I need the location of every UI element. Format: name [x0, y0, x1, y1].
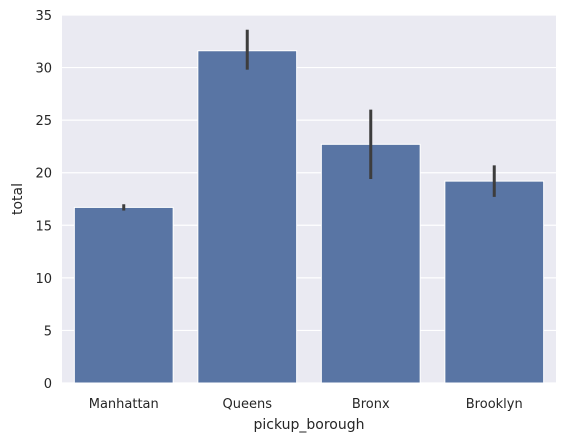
- x-tick-label: Brooklyn: [466, 397, 523, 412]
- bar-brooklyn: [444, 180, 545, 384]
- bars: [73, 50, 545, 384]
- x-tick-label: Bronx: [352, 397, 390, 412]
- bar-queens: [197, 50, 298, 384]
- y-tick-label: 25: [35, 114, 52, 129]
- bar-bronx: [320, 143, 421, 384]
- y-tick-label: 5: [44, 324, 52, 339]
- y-axis-ticks: 0 5 10 15 20 25 30 35: [35, 9, 52, 392]
- x-tick-label: Queens: [223, 397, 273, 412]
- x-axis-ticks: Manhattan Queens Bronx Brooklyn: [89, 397, 523, 412]
- error-bars: [122, 29, 496, 211]
- y-tick-label: 15: [35, 219, 52, 234]
- y-tick-label: 30: [35, 62, 52, 77]
- y-tick-label: 10: [35, 272, 52, 287]
- y-tick-label: 0: [44, 377, 52, 392]
- y-axis-label: total: [10, 183, 26, 215]
- bar-manhattan: [73, 206, 174, 384]
- x-axis-label: pickup_borough: [253, 417, 364, 433]
- x-tick-label: Manhattan: [89, 397, 159, 412]
- y-tick-label: 35: [35, 9, 52, 24]
- y-tick-label: 20: [35, 167, 52, 182]
